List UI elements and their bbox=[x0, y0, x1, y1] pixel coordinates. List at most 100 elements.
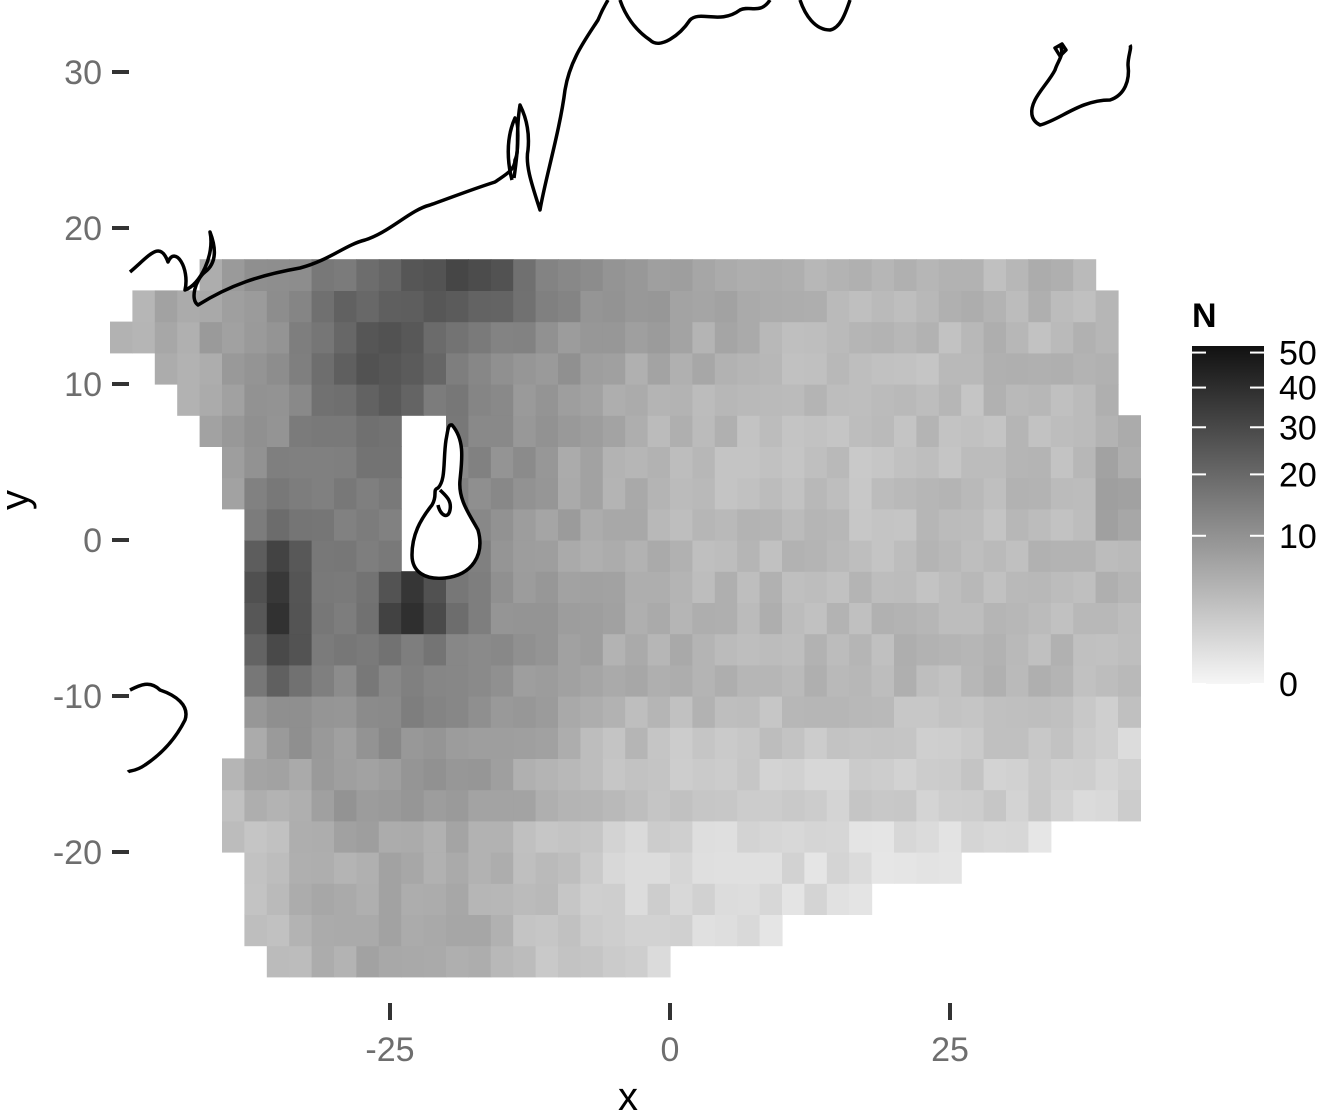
coastline bbox=[798, 0, 852, 32]
heatmap-cell bbox=[670, 571, 693, 603]
heatmap-cell bbox=[468, 477, 492, 510]
heatmap-cell bbox=[670, 758, 693, 791]
heatmap-cell bbox=[244, 789, 268, 822]
heatmap-cell bbox=[961, 758, 985, 791]
heatmap-cell bbox=[916, 852, 940, 884]
heatmap-cell bbox=[938, 352, 962, 385]
heatmap-cell bbox=[894, 352, 917, 385]
island bbox=[410, 423, 482, 581]
heatmap-cell bbox=[244, 883, 268, 915]
heatmap-cell bbox=[737, 446, 761, 479]
y-tick-label: 20 bbox=[64, 210, 102, 248]
heatmap-cell bbox=[983, 789, 1007, 822]
heatmap-cell bbox=[737, 571, 761, 603]
heatmap-cell bbox=[759, 259, 783, 291]
heatmap-cell bbox=[423, 727, 447, 759]
heatmap-cell bbox=[513, 415, 537, 447]
heatmap-cell bbox=[894, 789, 917, 822]
heatmap-cell bbox=[378, 446, 402, 479]
heatmap-cell bbox=[446, 664, 469, 697]
heatmap-cell bbox=[804, 820, 828, 853]
heatmap-cell bbox=[513, 633, 537, 666]
heatmap-cell bbox=[894, 602, 917, 635]
heatmap-cell bbox=[714, 883, 738, 915]
heatmap-cell bbox=[625, 758, 649, 791]
heatmap-cell bbox=[737, 696, 761, 728]
heatmap-cell bbox=[826, 415, 850, 447]
heatmap-cell bbox=[289, 290, 313, 323]
heatmap-cell bbox=[602, 852, 626, 884]
heatmap-cell bbox=[670, 508, 693, 541]
heatmap-cell bbox=[423, 789, 447, 822]
coastline bbox=[506, 116, 520, 181]
heatmap-cell bbox=[916, 789, 940, 822]
heatmap-cell bbox=[401, 664, 425, 697]
heatmap-cell bbox=[222, 415, 245, 447]
heatmap-cell bbox=[894, 415, 917, 447]
heatmap-cell bbox=[513, 352, 537, 385]
heatmap-cell bbox=[894, 852, 917, 884]
heatmap-cell bbox=[423, 883, 447, 915]
heatmap-cell bbox=[894, 384, 917, 416]
heatmap-cell bbox=[490, 602, 514, 635]
heatmap-cell bbox=[782, 384, 805, 416]
heatmap-cell bbox=[580, 477, 604, 510]
heatmap-cell bbox=[602, 633, 626, 666]
heatmap-cell bbox=[356, 415, 380, 447]
heatmap-cell bbox=[714, 540, 738, 572]
heatmap-cell bbox=[625, 352, 649, 385]
heatmap-cell bbox=[737, 477, 761, 510]
heatmap-cell bbox=[535, 602, 559, 635]
heatmap-cell bbox=[737, 633, 761, 666]
heatmap-cell bbox=[468, 321, 492, 354]
heatmap-cell bbox=[938, 415, 962, 447]
heatmap-cell bbox=[334, 914, 357, 947]
heatmap-cell bbox=[490, 664, 514, 697]
heatmap-cell bbox=[1118, 446, 1141, 479]
heatmap-cell bbox=[894, 290, 917, 323]
heatmap-cell bbox=[423, 384, 447, 416]
heatmap-cell bbox=[826, 477, 850, 510]
heatmap-cell bbox=[334, 883, 357, 915]
heatmap-cell bbox=[670, 852, 693, 884]
heatmap-cell bbox=[490, 540, 514, 572]
heatmap-cell bbox=[714, 633, 738, 666]
heatmap-cell bbox=[625, 384, 649, 416]
heatmap-cell bbox=[670, 477, 693, 510]
heatmap-cell bbox=[423, 852, 447, 884]
heatmap-cell bbox=[132, 290, 156, 323]
heatmap-cell bbox=[266, 633, 290, 666]
heatmap-cell bbox=[1006, 571, 1029, 603]
heatmap-cell bbox=[849, 259, 873, 291]
heatmap-cell bbox=[356, 508, 380, 541]
heatmap-cell bbox=[625, 883, 649, 915]
heatmap-cell bbox=[535, 446, 559, 479]
heatmap-cell bbox=[1050, 415, 1074, 447]
heatmap-cell bbox=[580, 664, 604, 697]
heatmap-cell bbox=[535, 945, 559, 978]
heatmap-cell bbox=[670, 664, 693, 697]
heatmap-cell bbox=[782, 352, 805, 385]
heatmap-cell bbox=[647, 945, 671, 978]
heatmap-cell bbox=[1073, 633, 1097, 666]
heatmap-cell bbox=[378, 820, 402, 853]
heatmap-cell bbox=[737, 259, 761, 291]
heatmap-cell bbox=[378, 508, 402, 541]
heatmap-cell bbox=[446, 914, 469, 947]
heatmap-cell bbox=[154, 290, 178, 323]
heatmap-cell bbox=[289, 945, 313, 978]
heatmap-cell bbox=[692, 571, 716, 603]
heatmap-cell bbox=[356, 758, 380, 791]
heatmap-cell bbox=[446, 633, 469, 666]
heatmap-cell bbox=[266, 914, 290, 947]
heatmap-cell bbox=[311, 415, 335, 447]
heatmap-cell bbox=[266, 664, 290, 697]
heatmap-cell bbox=[289, 820, 313, 853]
heatmap-cell bbox=[871, 820, 895, 853]
heatmap-cell bbox=[535, 321, 559, 354]
heatmap-cell bbox=[1028, 789, 1052, 822]
heatmap-cell bbox=[1006, 259, 1029, 291]
heatmap-cell bbox=[1006, 727, 1029, 759]
heatmap-cell bbox=[1118, 664, 1141, 697]
heatmap-cell bbox=[446, 384, 469, 416]
